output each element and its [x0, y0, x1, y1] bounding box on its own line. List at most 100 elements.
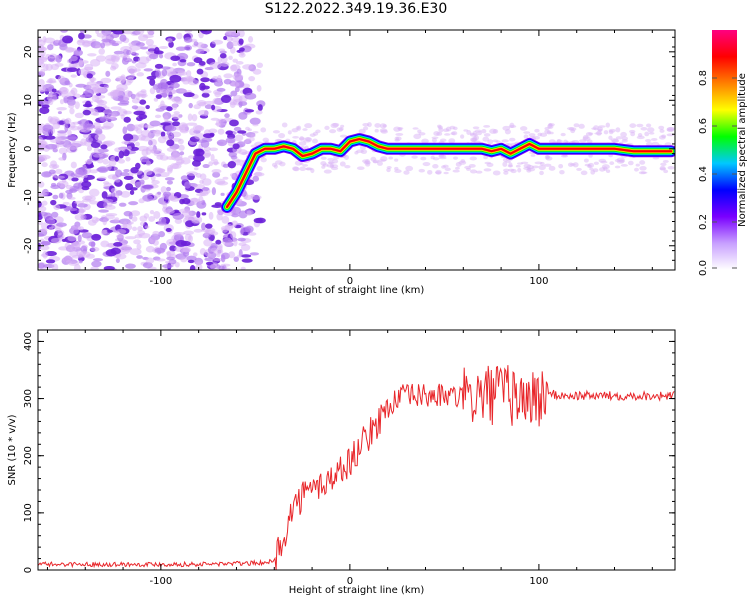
spectrogram-x-tick-label: -100	[150, 276, 173, 287]
noise-point	[627, 160, 634, 166]
noise-point	[344, 165, 351, 169]
noise-point	[233, 239, 238, 247]
noise-point	[178, 144, 185, 151]
noise-point	[517, 162, 524, 165]
noise-point	[209, 147, 219, 152]
noise-point	[636, 123, 644, 128]
noise-point	[67, 136, 78, 140]
noise-point	[652, 156, 660, 160]
noise-point	[38, 57, 48, 61]
noise-point	[56, 222, 67, 227]
spectrogram-y-tick-label: 10	[23, 94, 34, 107]
noise-point	[143, 213, 150, 219]
noise-point	[65, 189, 73, 194]
noise-point	[162, 201, 168, 210]
noise-point	[170, 131, 182, 138]
noise-point	[111, 42, 120, 47]
noise-point	[394, 138, 400, 142]
noise-point	[360, 149, 368, 155]
noise-point	[85, 100, 92, 108]
noise-point	[235, 61, 244, 65]
noise-point	[71, 225, 82, 230]
noise-point	[326, 164, 335, 168]
noise-point	[116, 83, 128, 91]
noise-point	[297, 125, 302, 131]
noise-point	[123, 210, 133, 217]
noise-point	[75, 83, 87, 88]
noise-point	[382, 124, 387, 128]
noise-point	[126, 145, 132, 151]
noise-point	[637, 133, 643, 137]
noise-point	[302, 128, 308, 131]
noise-point	[237, 237, 246, 242]
noise-point	[608, 135, 613, 140]
noise-point	[92, 153, 104, 158]
noise-point	[193, 167, 199, 171]
noise-point	[98, 48, 106, 55]
noise-point	[221, 227, 229, 233]
noise-point	[38, 214, 43, 221]
noise-point	[660, 162, 667, 166]
noise-point	[74, 101, 80, 110]
noise-point	[166, 256, 175, 261]
noise-point	[238, 47, 245, 52]
noise-point	[504, 129, 511, 135]
noise-point	[90, 142, 101, 149]
noise-point	[199, 179, 204, 184]
noise-point	[87, 53, 97, 57]
spectrogram-y-label: Frequency (Hz)	[7, 112, 18, 188]
noise-point	[220, 95, 232, 103]
noise-point	[115, 76, 127, 81]
noise-point	[131, 105, 139, 110]
noise-point	[47, 44, 54, 51]
noise-point	[66, 59, 72, 64]
noise-point	[222, 237, 233, 246]
noise-point	[437, 124, 442, 128]
noise-point	[102, 109, 113, 115]
noise-point	[196, 99, 207, 106]
noise-point	[38, 228, 48, 232]
noise-point	[41, 162, 48, 168]
noise-point	[110, 65, 117, 71]
noise-point	[305, 137, 313, 142]
noise-point	[160, 186, 167, 193]
noise-point	[651, 137, 658, 141]
noise-point	[444, 133, 451, 136]
noise-point	[90, 266, 99, 270]
noise-point	[60, 90, 70, 99]
noise-point	[560, 132, 566, 137]
noise-point	[304, 123, 313, 129]
noise-point	[58, 147, 68, 155]
noise-point	[137, 123, 149, 128]
snr-y-tick-label: 400	[23, 332, 34, 351]
noise-point	[614, 165, 621, 169]
noise-point	[77, 120, 82, 125]
noise-point	[143, 169, 153, 176]
noise-point	[430, 155, 435, 160]
noise-point	[548, 165, 556, 171]
noise-point	[135, 62, 147, 69]
noise-point	[96, 32, 107, 38]
noise-point	[123, 169, 130, 173]
noise-point	[64, 124, 69, 132]
noise-point	[339, 134, 348, 138]
noise-point	[138, 34, 149, 42]
noise-point	[241, 258, 253, 263]
noise-point	[374, 123, 381, 128]
noise-point	[204, 257, 214, 262]
noise-point	[192, 124, 203, 132]
noise-point	[47, 78, 56, 83]
noise-point	[299, 166, 307, 172]
noise-point	[166, 180, 174, 185]
snr-y-tick-label: 0	[23, 567, 34, 573]
noise-point	[198, 195, 204, 204]
noise-point	[157, 191, 162, 195]
noise-point	[145, 257, 155, 264]
noise-point	[53, 204, 61, 211]
noise-point	[142, 184, 154, 190]
noise-point	[198, 109, 209, 116]
noise-point	[260, 127, 267, 133]
noise-point	[530, 154, 536, 157]
noise-point	[57, 130, 67, 134]
noise-point	[129, 248, 142, 256]
